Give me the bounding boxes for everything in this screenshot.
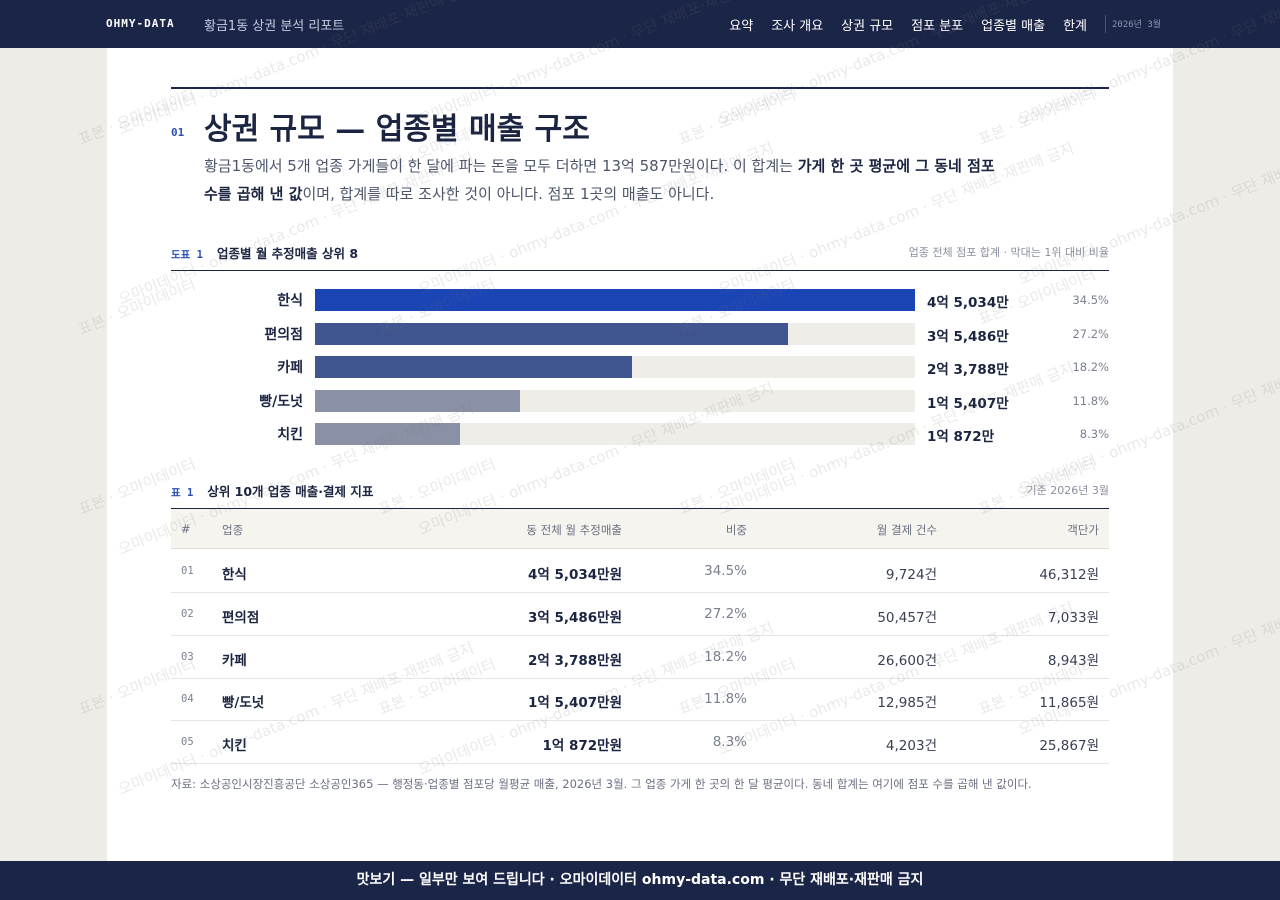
nav-item-market-size[interactable]: 상권 규모	[841, 19, 894, 34]
col-header-category: 업종	[222, 523, 244, 537]
cell-count: 12,985건	[877, 695, 937, 712]
cell-sales: 1억 872만원	[542, 738, 622, 755]
nav-item-summary[interactable]: 요약	[729, 19, 754, 34]
nav-divider	[1105, 15, 1106, 33]
bar-track	[315, 322, 915, 345]
bar-category-label: 치킨	[277, 427, 303, 443]
source-note: 자료: 소상공인시장진흥공단 소상공인365 — 행정동·업종별 점포당 월평균…	[171, 777, 1032, 791]
cell-share: 8.3%	[712, 734, 747, 751]
bar-category-label: 편의점	[264, 326, 303, 343]
lead-text-2: 이며, 합계를 따로 조사한 것이 아니다. 점포 1곳의 매출도 아니다.	[302, 185, 715, 203]
section-lead: 황금1동에서 5개 업종 가게들이 한 달에 파는 돈을 모두 더하면 13억 …	[204, 152, 1004, 208]
cell-count: 50,457건	[877, 609, 937, 626]
cell-name: 한식	[222, 567, 247, 583]
bar-category-label: 빵/도넛	[259, 393, 303, 410]
bar-value-label: 1억 5,407만	[927, 395, 1009, 412]
preview-footer-bar: 맛보기 — 일부만 보여 드립니다 · 오마이데이터 ohmy-data.com…	[0, 861, 1280, 900]
figure-caption: 도표 1 업종별 월 추정매출 상위 8	[171, 243, 358, 262]
bar-value-label: 2억 3,788만	[927, 362, 1009, 378]
table-number: 표 1	[171, 487, 194, 499]
cell-share: 18.2%	[704, 648, 747, 665]
bar-category-label: 한식	[277, 293, 303, 309]
bar-track	[315, 389, 915, 412]
cell-count: 26,600건	[877, 652, 937, 669]
table-row: 03 카페 2억 3,788만원 18.2% 26,600건 8,943원	[171, 636, 1109, 679]
main-nav: 요약 조사 개요 상권 규모 점포 분포 업종별 매출 한계	[729, 15, 1087, 34]
cell-rank: 04	[181, 693, 194, 706]
cell-name: 치킨	[222, 738, 247, 755]
nav-item-limitations[interactable]: 한계	[1063, 19, 1087, 34]
cell-sales: 2억 3,788만원	[527, 652, 622, 669]
figure-note: 업종 전체 점포 합계 · 막대는 1위 대비 비율	[908, 246, 1109, 259]
bar	[315, 423, 460, 445]
cell-rank: 03	[181, 650, 194, 663]
table-row: 05 치킨 1억 872만원 8.3% 4,203건 25,867원	[171, 721, 1109, 765]
bar-track	[315, 356, 915, 378]
cell-avg: 25,867원	[1039, 738, 1099, 755]
col-header-share: 비중	[725, 523, 747, 537]
cell-share: 34.5%	[704, 563, 747, 579]
bar	[315, 289, 915, 311]
figure-rule	[171, 270, 1109, 271]
top-navigation-bar: OHMY-DATA 황금1동 상권 분석 리포트 요약 조사 개요 상권 규모 …	[0, 0, 1280, 48]
nav-item-store-distribution[interactable]: 점포 분포	[911, 19, 964, 34]
figure-number: 도표 1	[171, 249, 203, 261]
bar-share-label: 34.5%	[1072, 293, 1109, 307]
bar-value-label: 1억 872만	[927, 429, 995, 445]
report-page	[107, 48, 1173, 861]
col-header-sales: 동 전체 월 추정매출	[526, 523, 622, 537]
cell-sales: 4억 5,034만원	[527, 567, 622, 583]
cell-rank: 02	[181, 607, 194, 620]
cell-rank: 05	[181, 736, 194, 749]
cell-name: 빵/도넛	[222, 695, 265, 712]
cell-avg: 7,033원	[1047, 609, 1099, 626]
lead-emphasis: 가게 한 곳 평균에 그 동네 점포 수를 곱해 낸 값	[204, 157, 995, 203]
table-row: 02 편의점 3억 5,486만원 27.2% 50,457건 7,033원	[171, 593, 1109, 636]
cell-count: 9,724건	[885, 567, 937, 583]
cell-name: 편의점	[222, 609, 260, 626]
cell-count: 4,203건	[885, 738, 937, 755]
bar-share-label: 18.2%	[1072, 360, 1109, 374]
cell-avg: 8,943원	[1047, 652, 1099, 669]
table-caption: 표 1 상위 10개 업종 매출·결제 지표	[171, 481, 373, 500]
cell-name: 카페	[222, 652, 247, 669]
table-rule	[171, 508, 1109, 509]
section-rule	[171, 87, 1109, 89]
bar-share-label: 8.3%	[1079, 427, 1109, 441]
bar-category-label: 카페	[277, 360, 303, 376]
bar	[315, 356, 632, 378]
bar-share-label: 27.2%	[1072, 326, 1109, 341]
bar	[315, 389, 521, 412]
section-title: 상권 규모 — 업종별 매출 구조	[204, 112, 590, 147]
cell-sales: 1억 5,407만원	[527, 695, 622, 712]
table-header-row: # 업종 동 전체 월 추정매출 비중 월 결제 건수 객단가	[171, 509, 1109, 549]
cell-sales: 3억 5,486만원	[527, 609, 622, 626]
cell-avg: 11,865원	[1039, 695, 1099, 712]
report-date: 2026년 3월	[1112, 20, 1162, 30]
figure-title: 업종별 월 추정매출 상위 8	[216, 246, 359, 261]
report-title: 황금1동 상권 분석 리포트	[204, 19, 345, 34]
nav-item-sales-by-category[interactable]: 업종별 매출	[981, 19, 1046, 34]
bar-value-label: 4억 5,034만	[927, 295, 1009, 311]
bar-share-label: 11.8%	[1072, 393, 1109, 408]
col-header-avg-price: 객단가	[1067, 523, 1099, 537]
cell-share: 27.2%	[704, 605, 747, 622]
bar-value-label: 3억 5,486만	[927, 328, 1009, 345]
section-number: 01	[171, 126, 185, 139]
bar	[315, 322, 788, 345]
cell-share: 11.8%	[704, 691, 747, 708]
table-row: 01 한식 4억 5,034만원 34.5% 9,724건 46,312원	[171, 550, 1109, 593]
nav-item-overview[interactable]: 조사 개요	[771, 19, 824, 34]
table-title: 상위 10개 업종 매출·결제 지표	[207, 484, 374, 499]
table-row: 04 빵/도넛 1억 5,407만원 11.8% 12,985건 11,865원	[171, 678, 1109, 722]
col-header-count: 월 결제 건수	[876, 523, 937, 537]
cell-avg: 46,312원	[1039, 567, 1099, 583]
table-note: 기준 2026년 3월	[1026, 484, 1109, 497]
bar-track	[315, 289, 915, 311]
cell-rank: 01	[181, 565, 194, 577]
col-header-rank: #	[181, 522, 191, 536]
brand-logo[interactable]: OHMY-DATA	[106, 17, 175, 30]
bar-track	[315, 423, 915, 445]
lead-text-1: 황금1동에서 5개 업종 가게들이 한 달에 파는 돈을 모두 더하면 13억 …	[204, 157, 798, 175]
